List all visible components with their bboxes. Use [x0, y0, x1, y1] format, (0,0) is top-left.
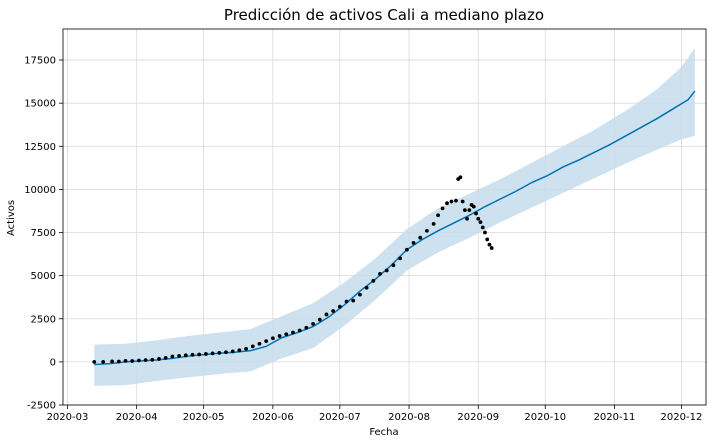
observed-point: [485, 237, 490, 242]
observed-point: [284, 332, 289, 337]
observed-point: [483, 230, 487, 235]
observed-point: [311, 322, 315, 326]
observed-point: [257, 341, 262, 346]
observed-point: [436, 213, 440, 218]
observed-point: [378, 272, 382, 276]
observed-point: [331, 309, 336, 313]
observed-point: [445, 201, 449, 206]
y-axis-label: Activos: [6, 200, 17, 236]
observed-point: [391, 263, 396, 268]
observed-point: [217, 351, 222, 355]
y-tick-label: 5000: [31, 271, 56, 282]
observed-point: [291, 330, 295, 335]
observed-point: [250, 344, 255, 349]
observed-point: [230, 349, 235, 354]
observed-point: [418, 235, 423, 240]
observed-point: [237, 348, 242, 353]
x-tick-label: 2020-06: [252, 412, 294, 423]
observed-point: [460, 199, 465, 204]
x-tick-label: 2020-10: [524, 412, 566, 423]
x-tick-label: 2020-05: [183, 412, 225, 423]
observed-point: [297, 328, 302, 333]
observed-point: [123, 358, 128, 363]
confidence-band: [94, 47, 695, 387]
observed-series: [92, 175, 494, 364]
observed-point: [143, 358, 148, 363]
observed-point: [351, 298, 356, 303]
observed-point: [130, 359, 135, 363]
x-tick-label: 2020-08: [388, 412, 430, 423]
observed-point: [337, 304, 342, 309]
observed-point: [431, 221, 436, 226]
y-tick-label: 0: [50, 357, 56, 368]
observed-point: [462, 208, 467, 213]
observed-point: [454, 198, 458, 203]
observed-point: [137, 358, 141, 363]
observed-point: [358, 292, 362, 297]
observed-point: [157, 357, 161, 361]
confidence-band-area: [94, 47, 695, 387]
observed-point: [480, 225, 485, 230]
observed-point: [467, 208, 472, 213]
observed-point: [277, 334, 282, 338]
y-tick-label: 17500: [24, 56, 56, 67]
observed-point: [471, 204, 476, 209]
observed-point: [404, 247, 409, 252]
observed-point: [150, 357, 155, 362]
x-tick-label: 2020-04: [116, 412, 158, 423]
observed-point: [110, 359, 115, 364]
observed-point: [487, 242, 492, 247]
observed-point: [478, 220, 483, 225]
observed-point: [440, 206, 445, 211]
observed-point: [476, 216, 481, 221]
observed-point: [364, 285, 369, 290]
observed-point: [465, 216, 470, 221]
y-tick-label: 15000: [24, 99, 56, 110]
observed-point: [425, 228, 429, 233]
observed-point: [489, 246, 494, 250]
x-tick-label: 2020-03: [47, 412, 89, 423]
observed-point: [449, 199, 454, 204]
observed-point: [224, 350, 228, 355]
y-tick-label: 12500: [24, 142, 56, 153]
x-tick-label: 2020-11: [594, 412, 636, 423]
observed-point: [304, 325, 309, 330]
observed-point: [244, 346, 248, 351]
x-axis-label: Fecha: [369, 427, 398, 438]
observed-point: [411, 240, 416, 245]
x-tick-label: 2020-09: [457, 412, 499, 423]
chart-title: Predicción de activos Cali a mediano pla…: [224, 6, 544, 24]
observed-point: [170, 354, 175, 359]
observed-point: [197, 352, 202, 357]
observed-point: [116, 359, 121, 364]
observed-point: [324, 312, 329, 317]
y-axis: -2500 0 2500 5000 7500 10000 12500 15000 17500: [24, 56, 63, 412]
observed-point: [317, 317, 322, 322]
y-tick-label: -2500: [27, 401, 56, 412]
plot-frame: [62, 28, 707, 406]
observed-point: [190, 352, 195, 357]
observed-point: [210, 351, 215, 356]
observed-point: [474, 211, 478, 216]
observed-point: [270, 336, 275, 341]
observed-point: [398, 256, 403, 261]
y-tick-label: 7500: [31, 228, 56, 239]
observed-point: [177, 353, 181, 358]
y-tick-label: 2500: [31, 314, 56, 325]
observed-point: [183, 353, 188, 358]
observed-point: [344, 299, 349, 304]
observed-point: [264, 339, 269, 344]
observed-point: [458, 175, 463, 180]
observed-point: [92, 359, 97, 364]
x-tick-label: 2020-07: [319, 412, 361, 423]
observed-point: [371, 278, 376, 283]
x-axis: 2020-03 2020-04 2020-05 2020-06 2020-07 2020-…: [47, 405, 703, 423]
x-tick-label: 2020-12: [661, 412, 703, 423]
observed-point: [163, 356, 168, 360]
y-tick-label: 10000: [24, 185, 56, 196]
observed-point: [384, 268, 389, 273]
observed-point: [203, 352, 208, 356]
observed-point: [101, 359, 106, 364]
